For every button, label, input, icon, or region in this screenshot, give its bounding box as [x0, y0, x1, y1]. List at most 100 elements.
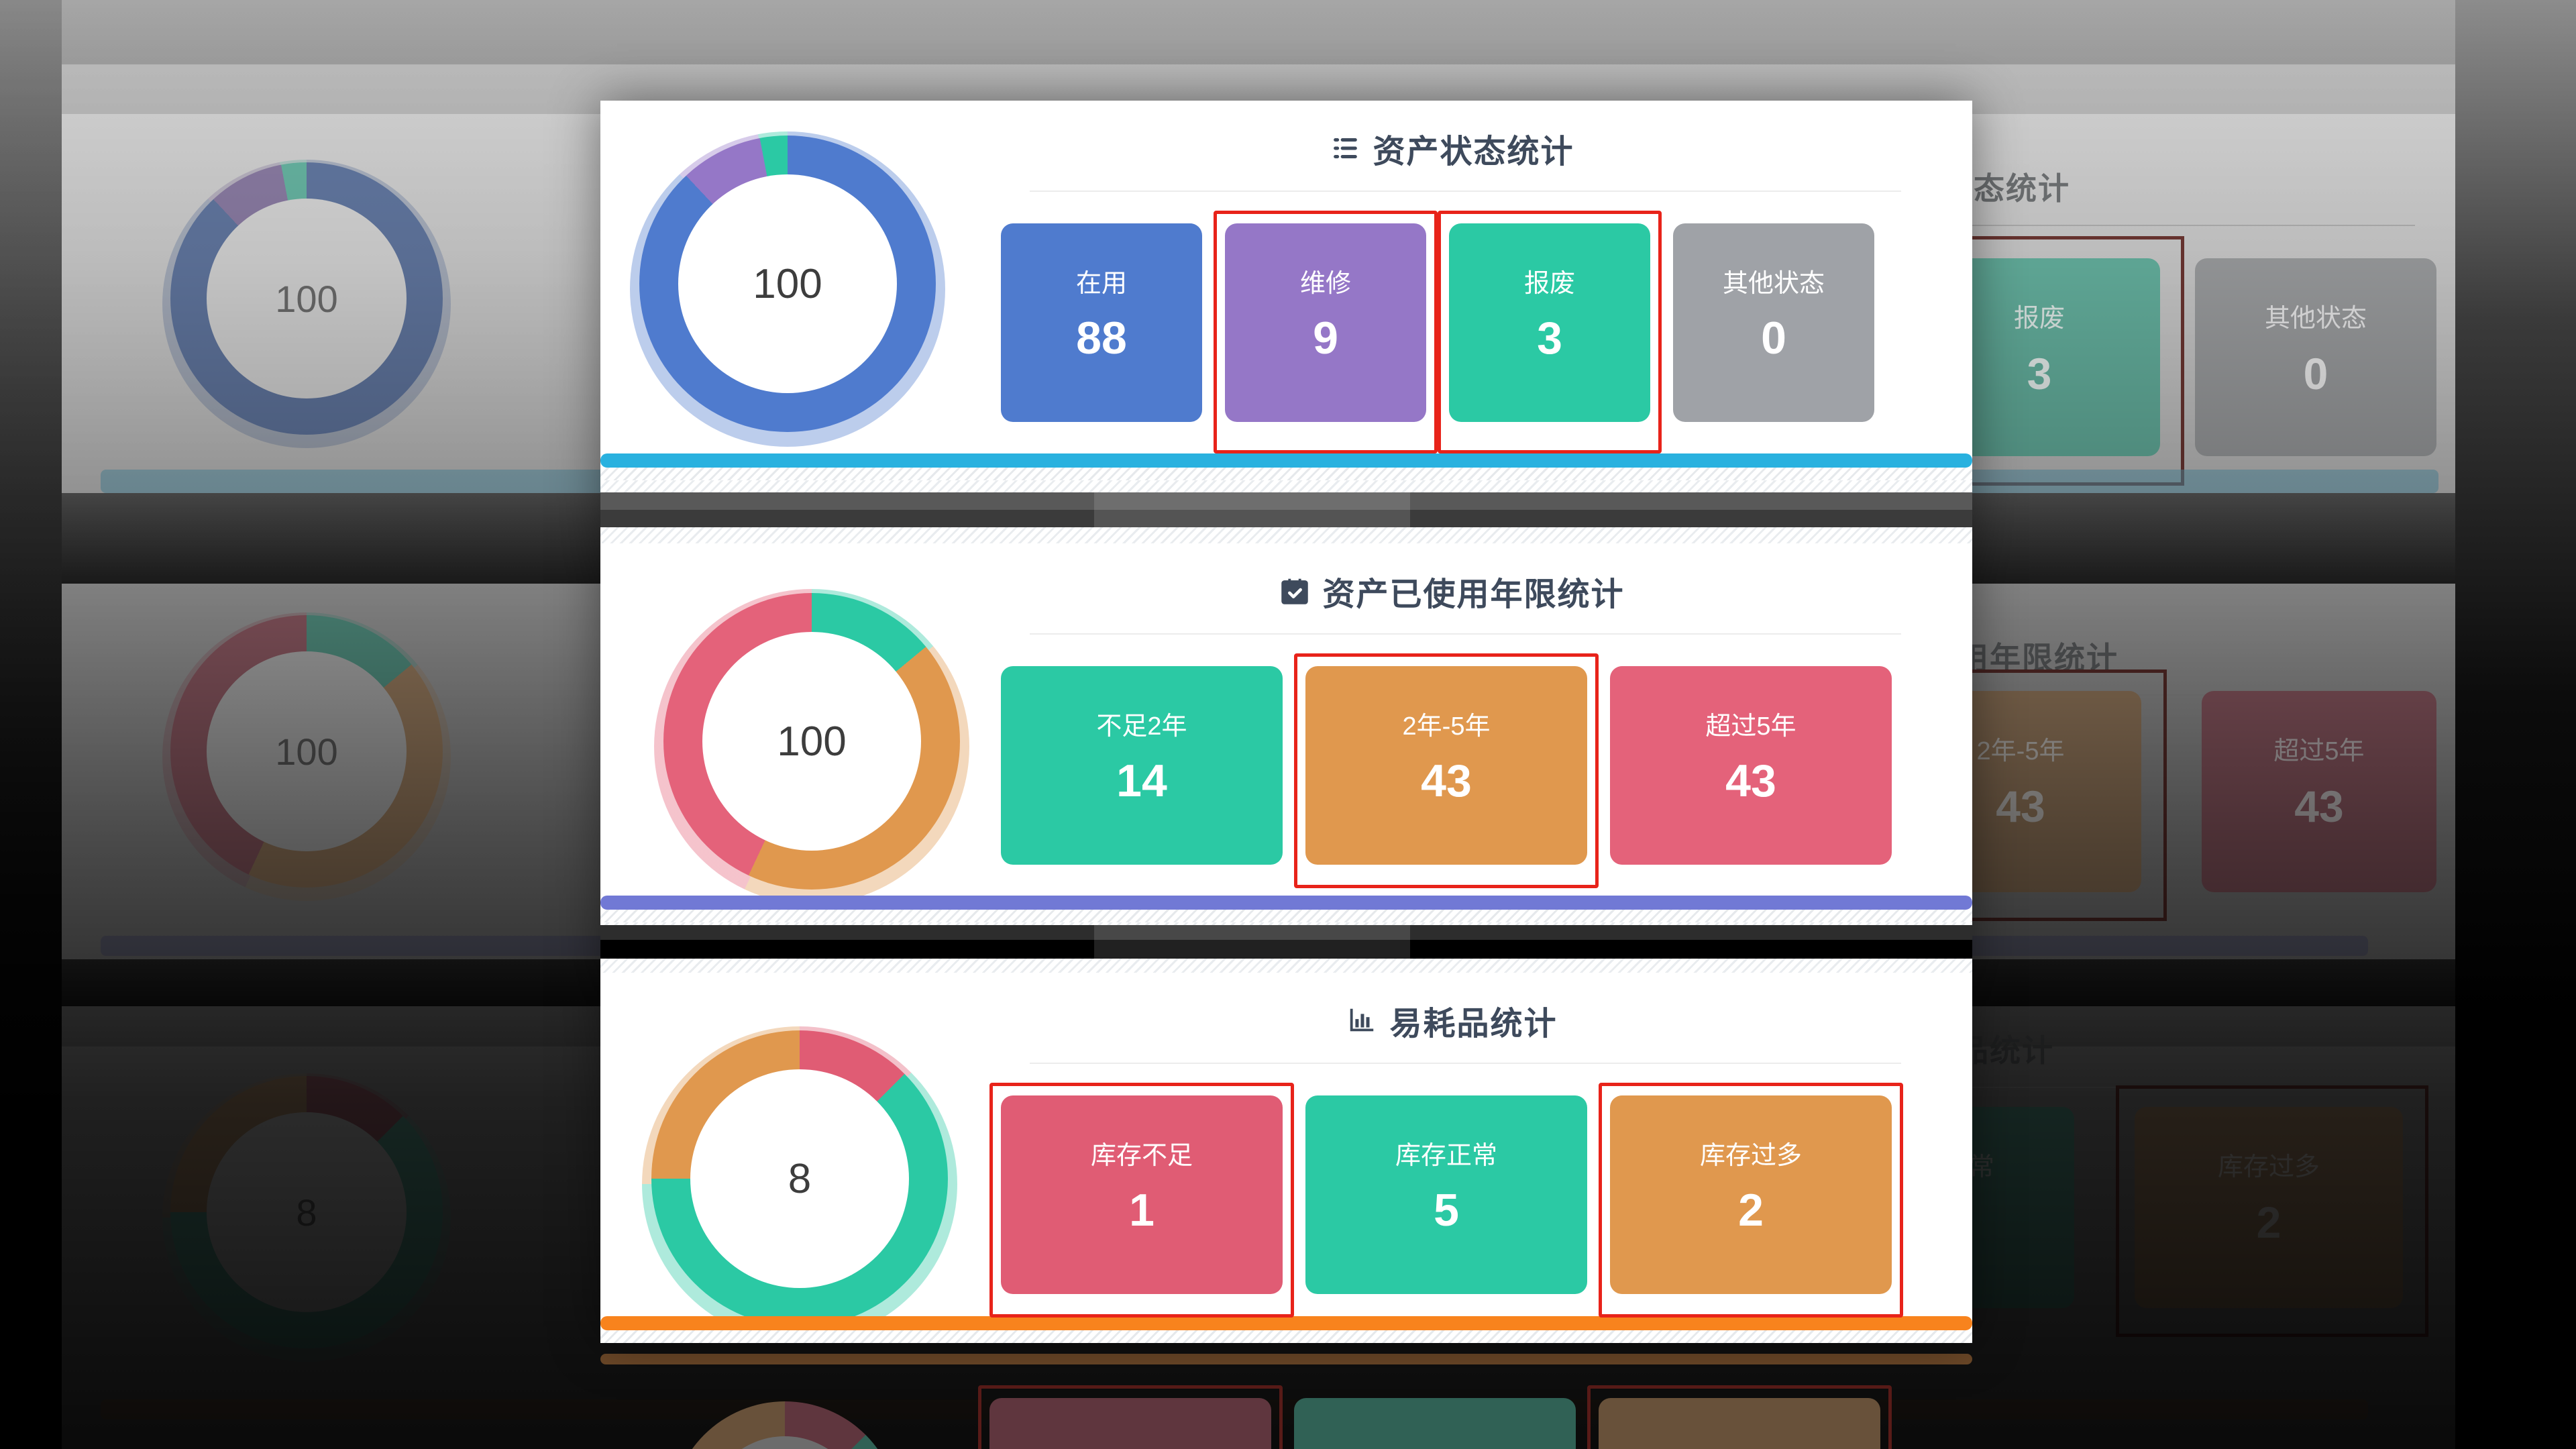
card-value: 43 [1996, 782, 2045, 831]
stat-card-stock-excess[interactable]: 库存过多 2 [1610, 1095, 1892, 1294]
card-value: 43 [1725, 755, 1776, 806]
panel-title: 资产已使用年限统计 [989, 568, 1915, 614]
donut-column: 8 [600, 973, 989, 1343]
background-stat-card: 库存过多 2 [2135, 1107, 2403, 1308]
asset-status-panel: 100 资产状态统计 在用 [600, 101, 1972, 480]
donut-column: 100 [600, 543, 989, 922]
donut-chart-dim [671, 1401, 899, 1449]
highlight-rect: 报废 3 [1438, 211, 1662, 453]
donut-total: 100 [777, 718, 847, 765]
panel-title-text: 资产已使用年限统计 [1322, 577, 1625, 612]
panel-title: 易耗品统计 [989, 997, 1915, 1044]
title-divider [1030, 633, 1901, 635]
card-label: 超过5年 [1705, 712, 1796, 741]
card-value: 5 [1434, 1185, 1459, 1236]
card-value: 88 [1076, 313, 1127, 364]
card-label: 2年-5年 [1402, 712, 1491, 741]
asset-age-donut-chart: 100 [654, 584, 969, 904]
stat-card-scrapped[interactable]: 报废 3 [1449, 223, 1650, 422]
donut-hole: 8 [690, 1069, 909, 1288]
card-label: 超过5年 [2273, 737, 2365, 765]
card-value: 2 [1738, 1185, 1764, 1236]
panel-title-text: 资产状态统计 [1373, 134, 1574, 170]
bar-chart-icon [1346, 1005, 1377, 1036]
separator-dark-bar [600, 492, 1972, 510]
consumables-panel: 8 易耗品统计 [600, 973, 1972, 1343]
panel-content: 资产状态统计 在用 88 维修 9 [989, 101, 1972, 480]
panel-title-text: 易耗品统计 [1389, 1006, 1558, 1042]
card-label: 库存不足 [1090, 1142, 1193, 1170]
stat-card-stock-low[interactable]: 库存不足 1 [1001, 1095, 1283, 1294]
stat-card-over-5y[interactable]: 超过5年 43 [1610, 666, 1892, 865]
separator-light-strip [600, 959, 1972, 973]
separator-segment [1094, 925, 1410, 940]
stat-card-dim [1294, 1398, 1576, 1449]
separator-dark-bar [600, 510, 1972, 527]
card-label: 库存过多 [2217, 1153, 2320, 1181]
stat-card-stock-normal[interactable]: 库存正常 5 [1305, 1095, 1587, 1294]
donut-total: 100 [275, 277, 338, 320]
donut-hole: 100 [678, 174, 897, 393]
card-label: 在用 [1075, 270, 1127, 298]
card-label: 库存正常 [1395, 1142, 1497, 1170]
panel-hatch-strip [600, 910, 1972, 922]
highlight-rect: 库存不足 1 [989, 1083, 1294, 1318]
stat-card-under-2y[interactable]: 不足2年 14 [1001, 666, 1283, 865]
panel-title: 资产状态统计 [989, 125, 1915, 172]
donut-total: 8 [788, 1155, 812, 1202]
panel-accent-bar [600, 1316, 1972, 1330]
card-value: 43 [2294, 782, 2344, 831]
card-frame: 库存正常 5 [1294, 1083, 1599, 1318]
accent-bar-dim [600, 1354, 1972, 1364]
asset-age-panel: 100 资产已使用年限统计 [600, 543, 1972, 922]
separator-dark-bar [600, 940, 1972, 959]
separator-segment [1094, 940, 1410, 959]
separator-dark-bar [600, 925, 1972, 940]
panel-hatch-strip [600, 468, 1972, 480]
panel-separator [600, 480, 1972, 543]
donut-column: 100 [600, 101, 989, 480]
background-stat-card: 超过5年 43 [2202, 691, 2436, 892]
panel-hatch-strip [600, 1330, 1972, 1343]
highlight-rect [978, 1385, 1283, 1449]
card-value: 1 [1129, 1185, 1155, 1236]
stat-card-other-status[interactable]: 其他状态 0 [1673, 223, 1874, 422]
card-value: 2 [2256, 1197, 2282, 1247]
highlight-rect [1587, 1385, 1892, 1449]
donut-total: 100 [753, 260, 822, 307]
highlight-rect: 库存过多 2 [1599, 1083, 1903, 1318]
stat-card-dim [989, 1398, 1271, 1449]
background-donut-chart: 100 [162, 607, 451, 901]
stat-card-2y-5y[interactable]: 2年-5年 43 [1305, 666, 1587, 865]
separator-light-strip [600, 480, 1972, 492]
card-value: 0 [1761, 313, 1786, 364]
panel-accent-bar [600, 453, 1972, 468]
separator-segment [1094, 492, 1410, 510]
card-label: 其他状态 [2264, 305, 2367, 333]
card-value: 3 [2027, 349, 2052, 398]
stat-cards-row: 库存不足 1 库存正常 5 库存过多 2 [989, 1083, 1915, 1318]
card-label: 库存过多 [1699, 1142, 1802, 1170]
card-label: 报废 [2013, 305, 2065, 333]
card-frame: 不足2年 14 [989, 653, 1294, 888]
title-divider [1030, 191, 1901, 192]
card-value: 3 [1537, 313, 1562, 364]
stat-card-dim [1599, 1398, 1880, 1449]
asset-status-donut-chart: 100 [630, 126, 945, 447]
card-label: 报废 [1523, 270, 1575, 298]
donut-total: 100 [275, 730, 338, 773]
card-label: 不足2年 [1096, 712, 1187, 741]
panel-content: 易耗品统计 库存不足 1 库存正常 5 [989, 973, 1972, 1343]
card-label: 维修 [1299, 270, 1351, 298]
donut-hole: 100 [702, 632, 921, 851]
screenshot-overlay-strip: 100 资产状态统计 在用 [600, 101, 1972, 1343]
separator-light-strip [600, 527, 1972, 543]
stat-card-repair[interactable]: 维修 9 [1225, 223, 1426, 422]
stat-cards-row: 不足2年 14 2年-5年 43 超过5年 43 [989, 653, 1915, 888]
stat-card-in-use[interactable]: 在用 88 [1001, 223, 1202, 422]
panel-accent-bar [600, 896, 1972, 910]
left-edge-shade [0, 0, 62, 1449]
consumables-donut-chart: 8 [642, 1021, 957, 1342]
highlight-rect: 维修 9 [1214, 211, 1438, 453]
